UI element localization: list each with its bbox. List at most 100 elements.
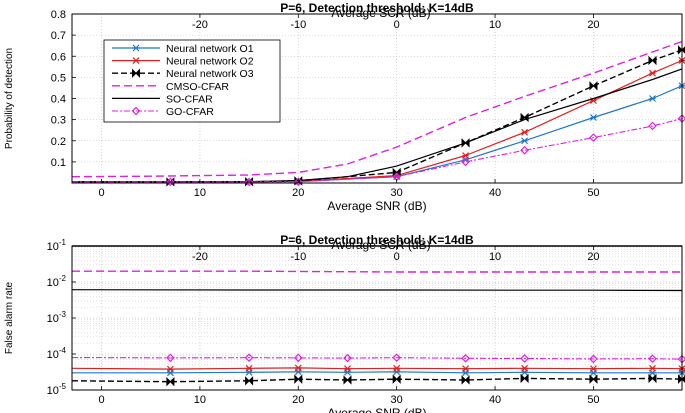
data-point-n3 xyxy=(461,375,470,385)
data-point-go xyxy=(244,353,254,363)
top-tick-label: 20 xyxy=(587,19,599,31)
chart-panel-2: 0 10 20 30 40 50-20 -10 0 10 2010-510-410-310-210… xyxy=(4,233,685,413)
x-tick-label: 20 xyxy=(292,394,304,406)
top-tick-label: 0 xyxy=(394,19,400,31)
data-point-n1 xyxy=(521,137,529,145)
data-point-go xyxy=(244,177,254,187)
x-tick-label: 10 xyxy=(194,394,206,406)
series-line-so xyxy=(71,289,683,292)
data-point-go xyxy=(589,133,598,142)
data-point-n3 xyxy=(392,374,401,384)
top-axis-label: Average SCR (dB) xyxy=(331,6,430,20)
x-tick-label: 40 xyxy=(489,394,501,406)
y-axis-label: False alarm rate xyxy=(4,281,15,354)
data-point-n3 xyxy=(245,376,254,386)
data-point-n3 xyxy=(343,375,352,385)
x-tick-label: 0 xyxy=(98,394,104,406)
data-point-n3 xyxy=(648,373,657,384)
top-tick-label: -10 xyxy=(290,19,306,31)
y-tick-label: 0.2 xyxy=(51,136,66,148)
data-point-n2 xyxy=(462,152,469,159)
legend-entry-n3: Neural network O3 xyxy=(166,68,254,80)
top-tick-label: -20 xyxy=(192,251,208,263)
data-point-go xyxy=(343,353,352,363)
data-point-go xyxy=(461,157,470,167)
y-tick-base: 10 xyxy=(47,241,59,253)
y-tick-label: 0.1 xyxy=(51,157,66,169)
data-point-n3 xyxy=(589,81,598,91)
series-line-so xyxy=(72,68,683,183)
x-tick-label: 30 xyxy=(391,187,403,199)
y-tick-exponent: -5 xyxy=(59,382,67,391)
y-tick-label: 0.8 xyxy=(51,9,66,21)
y-tick-base: 10 xyxy=(47,385,59,397)
top-tick-label: 0 xyxy=(394,251,400,263)
y-tick-exponent: -1 xyxy=(59,238,67,247)
data-point-go xyxy=(648,121,657,131)
y-tick-label: 0.5 xyxy=(51,72,66,84)
data-point-go xyxy=(461,353,470,363)
top-tick-label: 10 xyxy=(489,251,501,263)
y-axis-label: Probability of detection xyxy=(4,48,15,149)
series-line-go xyxy=(72,118,683,183)
legend-marker-n2 xyxy=(132,57,140,65)
data-point-n3 xyxy=(648,55,657,66)
top-tick-label: -20 xyxy=(192,19,208,31)
legend-marker-go xyxy=(131,106,141,116)
y-tick-exponent: -2 xyxy=(59,274,67,283)
y-tick-base: 10 xyxy=(47,349,59,361)
x-tick-label: 50 xyxy=(587,187,599,199)
series-line-cmso xyxy=(71,40,683,178)
data-point-go xyxy=(589,354,598,364)
legend-entry-cmso: CMSO-CFAR xyxy=(166,81,229,93)
y-tick-exponent: -3 xyxy=(59,310,67,319)
data-point-n3 xyxy=(294,374,303,384)
data-point-go xyxy=(166,353,175,363)
legend-entry-so: SO-CFAR xyxy=(166,93,213,105)
data-point-n1 xyxy=(590,114,597,121)
y-tick-exponent: -4 xyxy=(59,346,67,355)
top-tick-label: 10 xyxy=(489,19,501,31)
data-point-n2 xyxy=(462,365,469,373)
legend-box xyxy=(103,39,281,123)
data-point-go xyxy=(648,354,657,364)
legend-entry-n1: Neural network O1 xyxy=(166,43,254,55)
chart-title: P=6, Detection threshold: K=14dB xyxy=(280,233,474,247)
data-point-n2 xyxy=(590,365,597,373)
data-point-n2 xyxy=(521,364,529,372)
x-tick-label: 10 xyxy=(194,187,206,199)
data-point-go xyxy=(520,354,529,363)
x-tick-label: 30 xyxy=(391,394,403,406)
legend-entry-go: GO-CFAR xyxy=(166,106,214,118)
legend-marker-n3 xyxy=(132,68,140,78)
y-tick-label: 10-2 xyxy=(47,274,67,289)
data-point-n2 xyxy=(344,365,351,373)
plot-area xyxy=(72,246,682,390)
top-tick-label: 20 xyxy=(587,251,599,263)
chart-title: P=6, Detection threshold: K=14dB xyxy=(280,1,474,15)
grid xyxy=(72,245,682,391)
data-point-go xyxy=(293,353,303,363)
data-point-n3 xyxy=(589,374,598,384)
y-tick-label: 10-5 xyxy=(47,382,67,397)
data-point-go xyxy=(166,177,175,187)
y-tick-label: 0.7 xyxy=(51,30,66,42)
legend-entry-n2: Neural network O2 xyxy=(166,56,254,68)
y-tick-label: 10-4 xyxy=(47,346,67,361)
data-point-n2 xyxy=(294,364,302,372)
data-point-n3 xyxy=(520,373,529,384)
legend-marker-n1 xyxy=(132,44,140,52)
data-point-n2 xyxy=(649,69,656,77)
y-tick-label: 10-3 xyxy=(47,310,67,325)
data-point-n2 xyxy=(166,365,174,373)
series-line-go xyxy=(71,356,683,360)
data-point-n2 xyxy=(245,364,253,372)
y-tick-label: 10-1 xyxy=(47,238,67,253)
top-tick-label: -10 xyxy=(290,251,306,263)
x-tick-label: 0 xyxy=(98,187,104,199)
data-point-n2 xyxy=(649,364,656,372)
x-tick-label: 50 xyxy=(587,394,599,406)
y-tick-label: 0.6 xyxy=(51,51,66,63)
top-axis-label: Average SCR (dB) xyxy=(331,238,430,252)
